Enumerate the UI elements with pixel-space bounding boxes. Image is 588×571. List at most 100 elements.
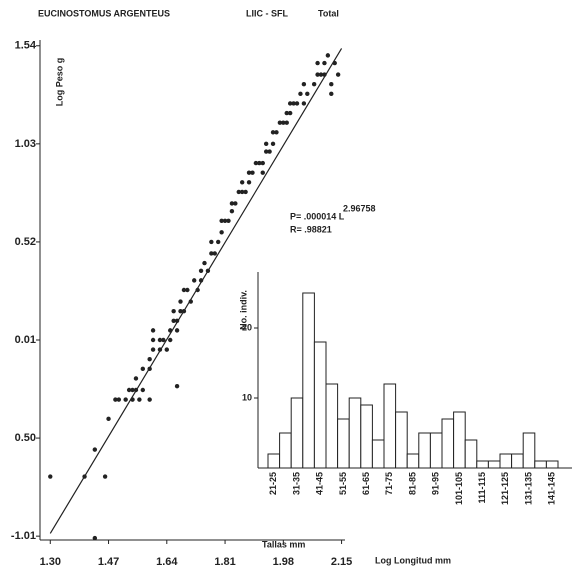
data-point: [130, 397, 135, 402]
data-point: [311, 82, 317, 87]
data-point: [305, 91, 310, 97]
equation-exponent: 2.96758: [343, 203, 376, 213]
data-point: [188, 299, 193, 304]
data-point: [164, 347, 169, 352]
data-point: [150, 337, 156, 343]
data-point: [133, 376, 139, 381]
bar: [522, 432, 536, 469]
chart-title-right: Total: [318, 8, 339, 18]
bar: [499, 453, 513, 469]
data-point: [92, 535, 98, 541]
data-point: [181, 287, 187, 293]
y-tick-label: 0.01: [15, 334, 36, 346]
hist-x-tick-label: 101-105: [454, 472, 464, 505]
data-point: [239, 189, 245, 195]
bar: [348, 397, 362, 469]
data-point: [315, 72, 320, 77]
data-point: [294, 101, 300, 106]
data-point: [171, 318, 176, 323]
bar: [325, 383, 339, 469]
data-point: [332, 60, 337, 66]
data-point: [171, 308, 176, 314]
y-axis-label: Log Peso g: [54, 58, 64, 107]
data-point: [150, 328, 156, 333]
data-point: [106, 416, 111, 422]
bar: [383, 383, 397, 469]
data-point: [212, 251, 217, 256]
bar: [441, 418, 455, 469]
data-point: [315, 60, 320, 66]
data-point: [250, 170, 255, 175]
data-point: [174, 383, 180, 389]
data-point: [205, 268, 211, 273]
hist-x-tick-label: 141-145: [547, 472, 557, 505]
bar: [360, 404, 373, 469]
y-tick-label: 0.52: [15, 236, 36, 248]
data-point: [198, 278, 204, 283]
bar: [476, 460, 489, 469]
data-point: [329, 91, 334, 97]
hist-x-tick-label: 111-115: [477, 472, 487, 504]
data-point: [270, 141, 276, 147]
hist-x-tick-label: 41-45: [315, 472, 325, 495]
data-point: [243, 189, 248, 195]
y-tick-label: 1.03: [15, 138, 36, 150]
data-point: [219, 230, 224, 235]
chart-subtitle: LIIC - SFL: [246, 8, 288, 18]
data-point: [222, 218, 228, 223]
data-point: [150, 347, 156, 352]
x-tick-label: 2.15: [331, 556, 352, 568]
data-point: [301, 101, 307, 106]
bar: [395, 411, 408, 469]
data-point: [291, 101, 296, 106]
bar: [371, 439, 385, 469]
data-point: [147, 397, 152, 402]
data-point: [178, 299, 183, 304]
hist-y-tick-label: 10: [242, 392, 252, 402]
data-point: [270, 130, 276, 135]
bar: [487, 460, 501, 469]
data-point: [253, 160, 259, 166]
data-point: [229, 208, 235, 214]
data-point: [284, 110, 289, 116]
data-point: [281, 120, 286, 125]
equation: P= .000014 L: [290, 211, 345, 221]
data-point: [123, 397, 128, 402]
data-point: [260, 170, 265, 175]
data-point: [322, 72, 327, 77]
x-axis-label: Log Longitud mm: [375, 555, 451, 565]
data-point: [246, 180, 252, 185]
y-tick-label: 0.50: [15, 432, 36, 444]
x-tick-label: 1.81: [214, 556, 235, 568]
bar: [418, 432, 431, 469]
hist-x-tick-label: 31-35: [291, 472, 301, 495]
x-tick-label: 1.64: [156, 556, 178, 568]
data-point: [209, 251, 214, 256]
data-point: [157, 347, 163, 352]
hist-x-axis-label: Tallas mm: [262, 539, 305, 549]
data-point: [130, 387, 135, 393]
data-point: [267, 149, 272, 154]
data-point: [287, 101, 293, 106]
data-point: [263, 149, 269, 154]
data-point: [229, 201, 235, 206]
bar: [337, 418, 350, 469]
data-point: [301, 82, 307, 87]
hist-x-tick-label: 51-55: [338, 472, 348, 495]
hist-y-tick-label: 20: [242, 322, 252, 332]
data-point: [192, 278, 197, 283]
hist-x-tick-label: 71-75: [384, 472, 394, 495]
chart-title: EUCINOSTOMUS ARGENTEUS: [38, 8, 170, 18]
bar: [429, 432, 443, 469]
bar: [279, 432, 292, 469]
data-point: [174, 328, 180, 333]
bar: [545, 460, 559, 469]
data-point: [113, 397, 118, 402]
data-point: [48, 474, 53, 479]
data-point: [219, 218, 224, 223]
hist-x-tick-label: 61-65: [361, 472, 371, 495]
data-point: [147, 357, 152, 362]
data-point: [92, 447, 98, 452]
data-point: [318, 72, 324, 77]
data-point: [260, 160, 265, 166]
